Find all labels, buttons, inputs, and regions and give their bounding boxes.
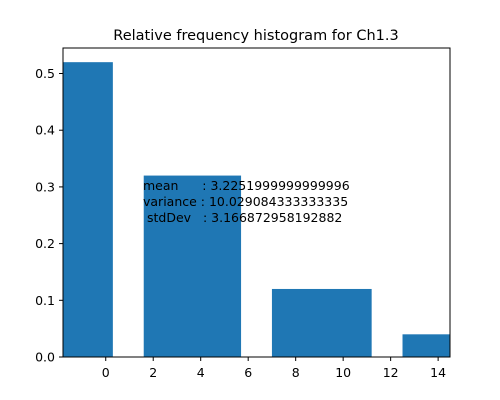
y-tick-label-0.2: 0.2	[35, 236, 55, 251]
stats-line-2: stdDev : 3.166872958192882	[143, 210, 342, 225]
y-tick-label-0.1: 0.1	[35, 293, 55, 308]
x-tick-label-10: 10	[335, 365, 351, 380]
bar-2	[271, 288, 372, 357]
x-tick-label-4: 4	[197, 365, 205, 380]
y-tick-label-0.5: 0.5	[35, 66, 55, 81]
bar-0	[63, 62, 113, 357]
x-tick-label-8: 8	[292, 365, 300, 380]
bars-group	[63, 62, 450, 357]
stats-line-1: variance : 10.029084333333335	[143, 194, 348, 209]
y-tick-label-0.4: 0.4	[35, 123, 55, 138]
chart-title: Relative frequency histogram for Ch1.3	[113, 28, 398, 44]
x-tick-label-6: 6	[244, 365, 252, 380]
stats-line-0: mean : 3.2251999999999996	[143, 178, 350, 193]
stats-annotation: mean : 3.2251999999999996 variance : 10.0…	[143, 178, 350, 225]
plot-frame	[62, 47, 451, 358]
x-tick-label-0: 0	[102, 365, 110, 380]
y-axis: 0.0 0.1 0.2 0.3 0.4 0.5	[35, 66, 63, 365]
x-axis: 0 2 4 6 8 10 12 14	[102, 357, 446, 380]
y-tick-label-0.3: 0.3	[35, 179, 55, 194]
x-tick-label-12: 12	[383, 365, 399, 380]
x-tick-label-14: 14	[430, 365, 446, 380]
bar-1	[143, 175, 242, 357]
bar-3	[402, 334, 450, 357]
y-tick-label-0.0: 0.0	[35, 350, 55, 365]
x-tick-label-2: 2	[149, 365, 157, 380]
